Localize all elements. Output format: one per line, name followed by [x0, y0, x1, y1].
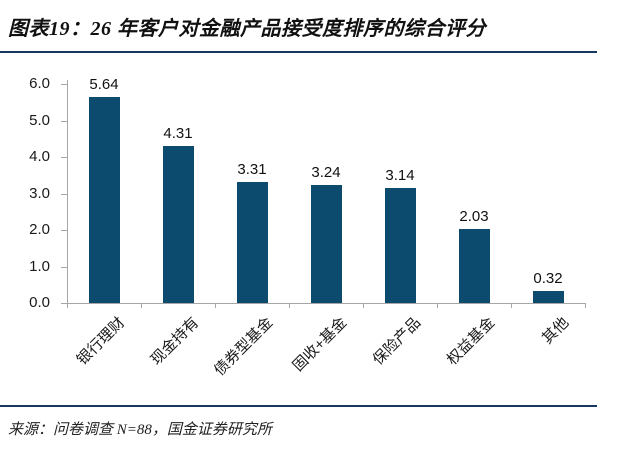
chart-title: 图表19：26 年客户对金融产品接受度排序的综合评分	[8, 18, 486, 40]
y-tick-label: 1.0	[29, 257, 50, 275]
source-note: 来源：问卷调查 N=88，国金证券研究所	[8, 422, 272, 438]
y-tick	[61, 230, 67, 231]
y-tick	[61, 303, 67, 304]
x-tick	[585, 303, 586, 308]
bar	[532, 291, 564, 303]
y-tick	[61, 266, 67, 268]
x-category-label: 现金持有	[147, 314, 203, 369]
x-tick	[141, 303, 142, 308]
bar-value-label: 3.14	[385, 167, 415, 185]
x-category-label: 保险产品	[369, 314, 425, 369]
bar-value-label: 2.03	[459, 207, 489, 225]
title-divider	[0, 51, 597, 53]
bar	[384, 188, 416, 303]
y-axis-line	[67, 80, 68, 303]
x-axis-line	[67, 303, 586, 304]
bar	[88, 97, 120, 303]
y-tick-label: 6.0	[29, 75, 50, 92]
bar	[458, 228, 490, 303]
bar	[310, 184, 342, 303]
x-tick	[437, 303, 438, 308]
x-category-label: 权益基金	[443, 314, 499, 369]
x-tick	[67, 303, 68, 308]
x-category-label: 债券型基金	[211, 314, 277, 380]
x-tick	[363, 303, 364, 308]
bar-value-label: 5.64	[89, 76, 119, 94]
bar	[236, 182, 268, 303]
y-tick-label: 4.0	[29, 148, 50, 165]
bar-value-label: 0.32	[533, 270, 563, 288]
y-tick-label: 0.0	[29, 294, 50, 311]
y-tick-label: 5.0	[29, 111, 50, 129]
bar	[162, 145, 194, 303]
x-tick	[511, 303, 512, 308]
y-tick	[61, 120, 67, 122]
bar-value-label: 4.31	[163, 124, 193, 142]
y-tick-label: 2.0	[29, 221, 50, 238]
x-tick	[289, 303, 290, 308]
x-category-label: 其他	[538, 314, 573, 348]
y-tick-label: 3.0	[29, 184, 50, 202]
y-tick	[61, 157, 67, 158]
y-tick	[61, 84, 67, 85]
x-tick	[215, 303, 216, 308]
y-tick	[61, 193, 67, 195]
x-category-label: 银行理财	[73, 314, 129, 369]
bar-value-label: 3.31	[237, 161, 267, 179]
source-divider	[0, 405, 597, 407]
bar-value-label: 3.24	[311, 163, 341, 181]
x-category-label: 固收+基金	[289, 314, 351, 375]
